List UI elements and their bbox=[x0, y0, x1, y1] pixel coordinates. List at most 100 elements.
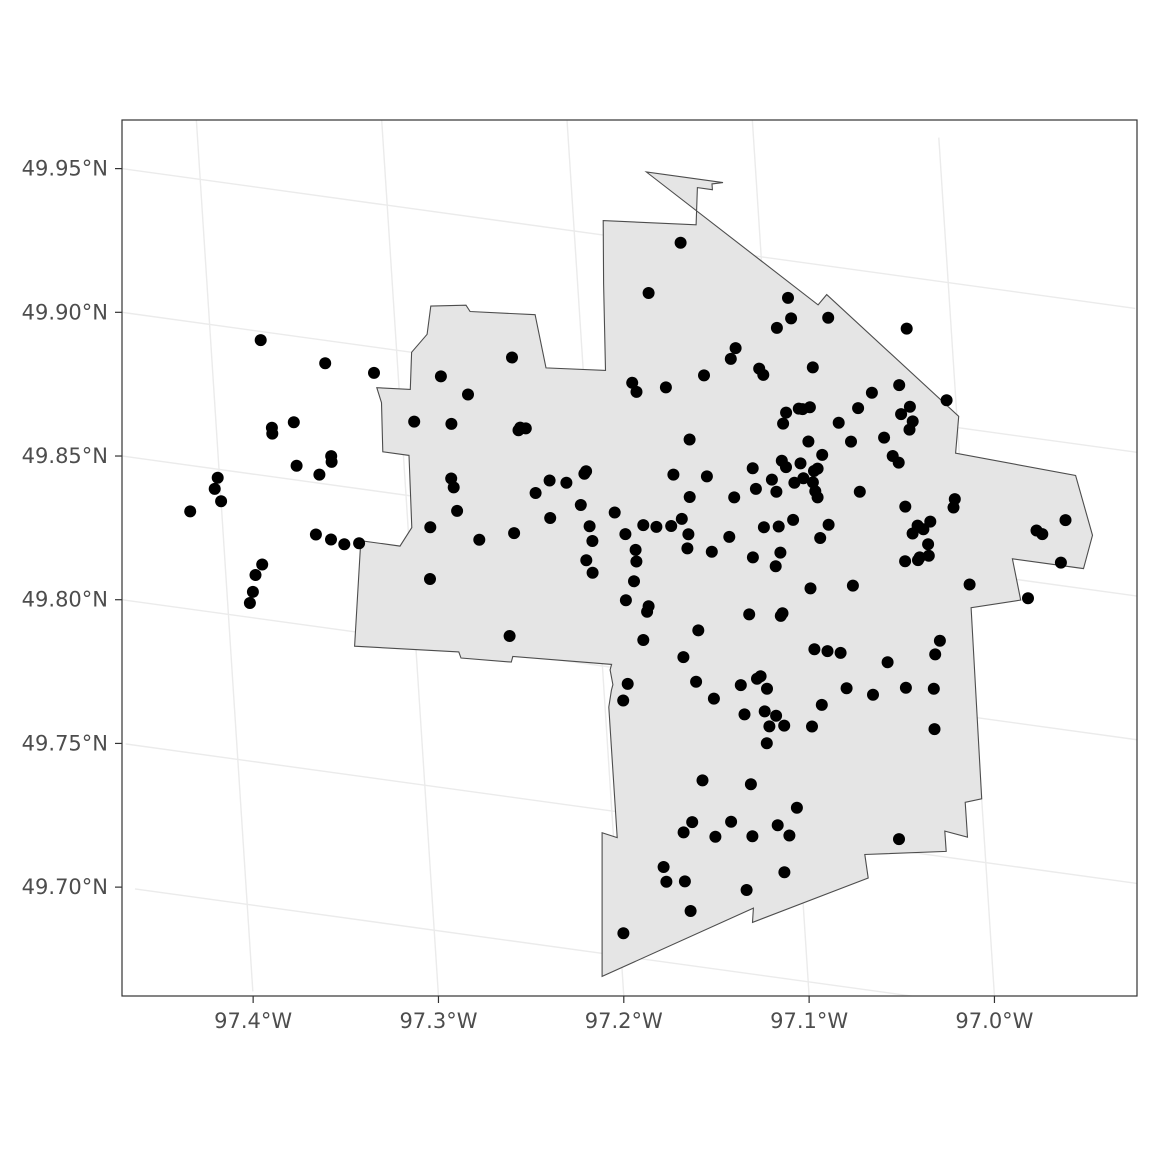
data-point bbox=[774, 546, 787, 559]
data-point bbox=[619, 528, 632, 541]
data-point bbox=[840, 682, 853, 695]
data-point bbox=[657, 861, 670, 873]
data-point bbox=[698, 369, 710, 382]
data-point bbox=[642, 287, 655, 299]
data-point bbox=[790, 801, 803, 814]
y-tick-label: 49.95°N bbox=[22, 157, 108, 181]
y-tick-label: 49.90°N bbox=[22, 300, 108, 324]
data-point bbox=[659, 381, 672, 394]
data-point bbox=[770, 321, 783, 334]
data-point bbox=[1059, 514, 1072, 527]
data-point bbox=[782, 291, 794, 304]
data-point bbox=[758, 705, 771, 718]
data-point bbox=[780, 461, 792, 474]
data-point bbox=[313, 468, 326, 481]
y-tick-label: 49.70°N bbox=[22, 875, 108, 899]
data-point bbox=[650, 520, 663, 533]
data-point bbox=[821, 645, 834, 658]
data-point bbox=[816, 448, 829, 461]
data-point bbox=[368, 366, 380, 379]
data-point bbox=[778, 866, 791, 879]
data-point bbox=[912, 554, 924, 567]
data-point bbox=[682, 528, 695, 541]
data-point bbox=[686, 816, 699, 829]
data-point bbox=[543, 474, 556, 487]
data-point bbox=[529, 487, 542, 499]
data-point bbox=[208, 482, 221, 495]
data-point bbox=[927, 682, 940, 695]
data-point bbox=[785, 312, 798, 325]
data-point bbox=[777, 417, 790, 430]
data-point bbox=[249, 569, 262, 581]
data-point bbox=[674, 236, 687, 249]
data-point bbox=[692, 624, 705, 637]
data-point bbox=[617, 927, 630, 940]
data-point bbox=[408, 415, 421, 428]
data-point bbox=[867, 688, 879, 701]
data-point bbox=[696, 774, 709, 787]
data-point bbox=[893, 379, 906, 392]
data-point bbox=[424, 521, 437, 534]
data-point bbox=[256, 558, 269, 571]
data-point bbox=[917, 523, 930, 536]
data-point bbox=[797, 472, 810, 485]
data-point bbox=[806, 720, 818, 733]
data-point bbox=[660, 875, 673, 888]
data-point bbox=[845, 435, 857, 448]
data-point bbox=[751, 672, 763, 685]
data-point bbox=[1054, 556, 1067, 569]
data-point bbox=[707, 692, 720, 705]
data-point bbox=[690, 675, 703, 688]
data-point bbox=[734, 679, 747, 692]
city-boundary bbox=[354, 171, 1094, 978]
data-point bbox=[744, 778, 757, 791]
data-point bbox=[929, 648, 942, 661]
data-point bbox=[309, 528, 322, 541]
data-point bbox=[900, 322, 913, 335]
data-point bbox=[705, 545, 718, 558]
data-point bbox=[724, 352, 737, 365]
data-point bbox=[246, 585, 259, 598]
data-point bbox=[924, 515, 937, 528]
data-point bbox=[544, 512, 557, 524]
data-point bbox=[846, 579, 859, 592]
data-point bbox=[878, 431, 891, 444]
data-point bbox=[822, 518, 835, 531]
data-point bbox=[630, 555, 643, 568]
data-point bbox=[771, 819, 784, 832]
data-point bbox=[769, 560, 782, 573]
data-point bbox=[667, 468, 680, 481]
data-point bbox=[832, 416, 845, 429]
data-point bbox=[630, 385, 643, 398]
boundary-polygon bbox=[354, 171, 1094, 978]
data-point bbox=[792, 402, 805, 415]
data-point bbox=[512, 424, 525, 437]
data-point bbox=[899, 555, 912, 568]
data-point bbox=[325, 455, 338, 468]
data-point bbox=[895, 408, 908, 421]
data-point bbox=[814, 532, 827, 544]
x-tick-label: 97.3°W bbox=[399, 1009, 477, 1033]
data-point bbox=[788, 476, 801, 489]
data-point bbox=[447, 481, 460, 494]
data-point bbox=[211, 471, 224, 484]
x-tick-label: 97.1°W bbox=[770, 1009, 848, 1033]
data-point bbox=[772, 520, 785, 533]
data-point bbox=[677, 826, 690, 839]
data-point bbox=[893, 833, 905, 846]
data-point bbox=[865, 386, 878, 399]
data-point bbox=[462, 388, 474, 401]
data-point bbox=[899, 500, 912, 513]
data-point bbox=[243, 597, 256, 609]
data-point bbox=[770, 709, 783, 722]
panel-border bbox=[121, 119, 1138, 997]
data-point bbox=[933, 634, 946, 647]
data-point bbox=[586, 535, 599, 547]
data-point bbox=[757, 521, 770, 534]
data-point bbox=[729, 342, 742, 355]
data-point bbox=[608, 506, 621, 519]
data-point bbox=[451, 504, 464, 517]
data-point bbox=[583, 520, 596, 533]
x-tick-label: 97.0°W bbox=[955, 1009, 1033, 1033]
